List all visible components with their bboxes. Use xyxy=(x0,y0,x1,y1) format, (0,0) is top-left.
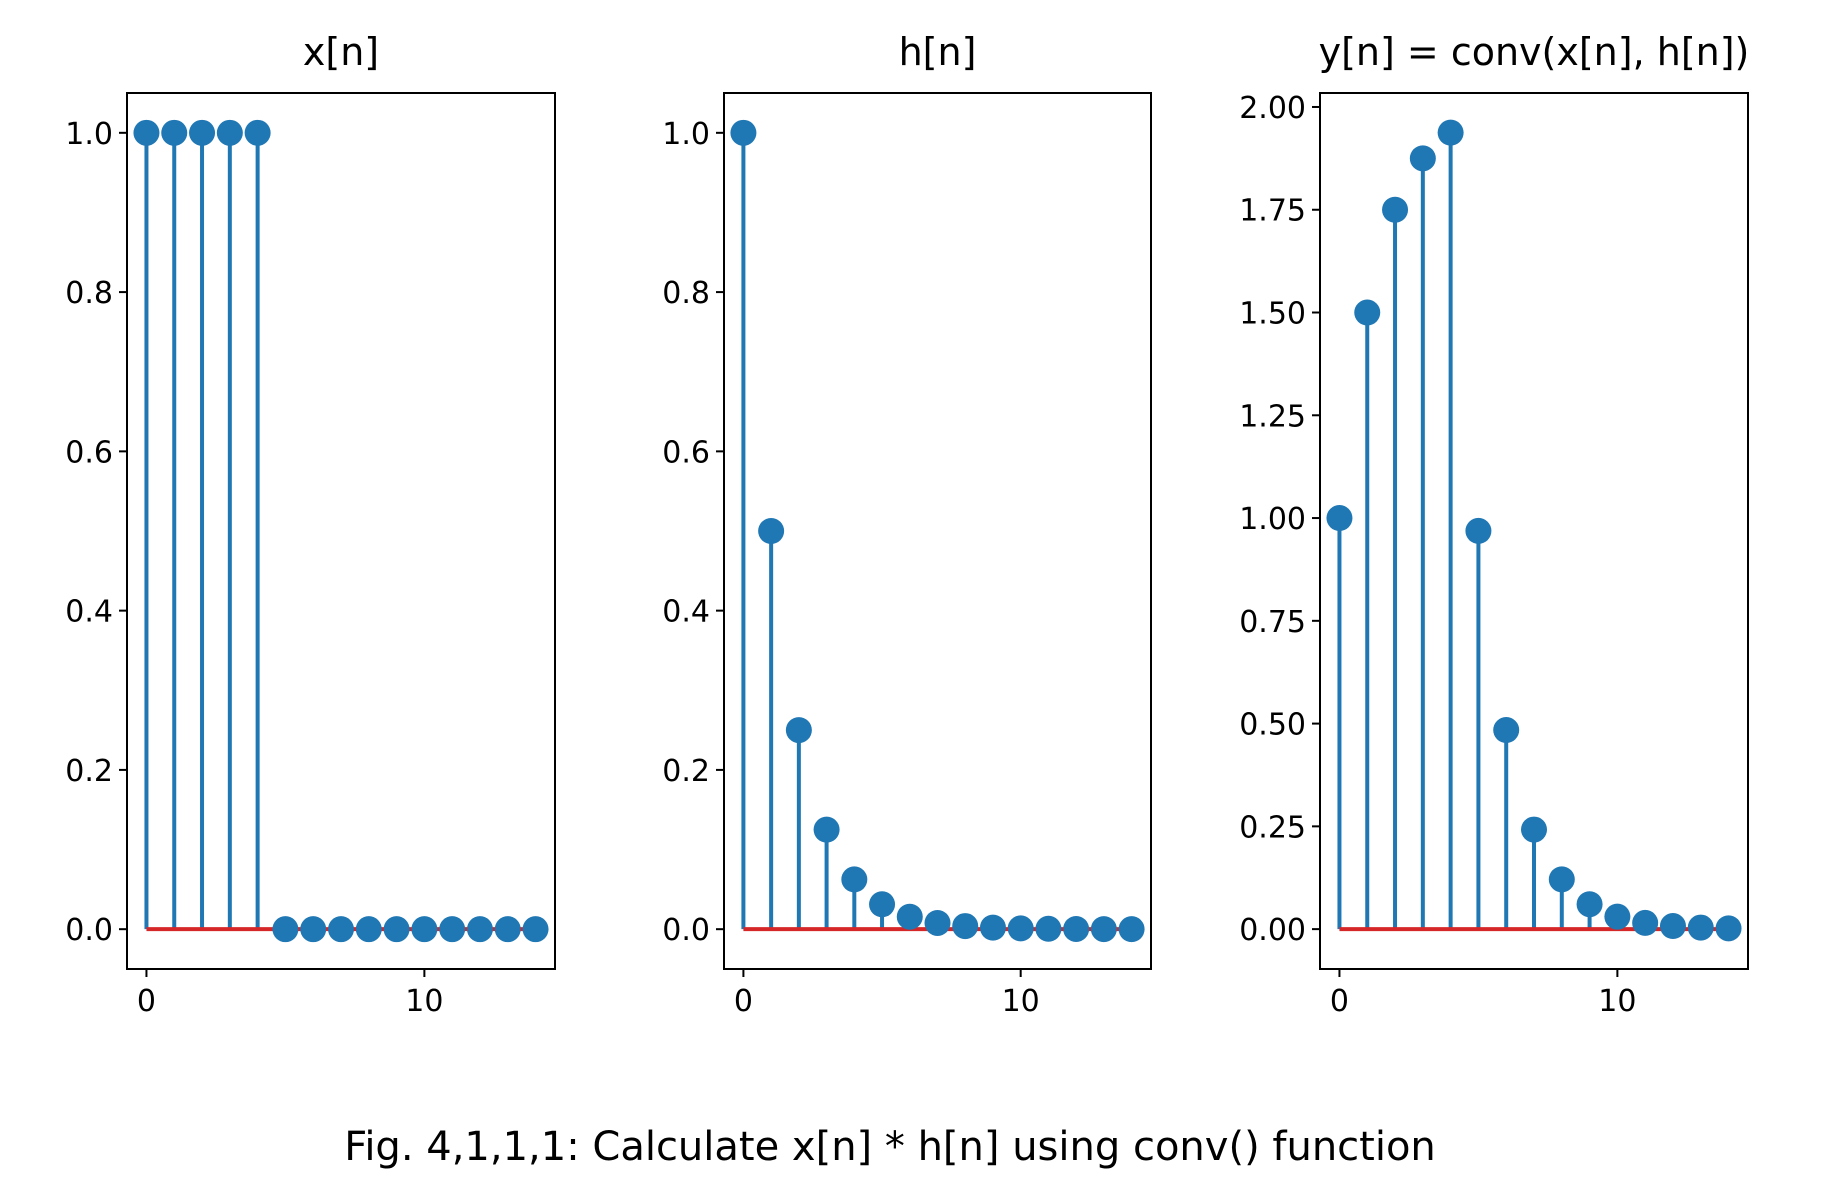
panel-title: y[n] = conv(x[n], h[n]) xyxy=(1319,30,1750,74)
stem-marker xyxy=(133,119,160,146)
y-tick-label: 0.6 xyxy=(65,435,113,470)
y-tick-label: 0.8 xyxy=(662,276,710,311)
stem-marker xyxy=(383,916,410,943)
stem-marker xyxy=(1437,119,1464,146)
stem-marker xyxy=(216,119,243,146)
stem-marker xyxy=(896,903,923,930)
y-tick-label: 0.6 xyxy=(662,435,710,470)
y-tick-label: 1.0 xyxy=(65,117,113,152)
panel-2: h[n] 0.0 0.2 0.4 0.6 0.8 1.0 0 10 xyxy=(662,30,1152,1019)
axes-frame xyxy=(723,92,1152,970)
stem-marker xyxy=(730,119,757,146)
stem-marker xyxy=(1604,903,1631,930)
x-tick-label: 10 xyxy=(1002,984,1040,1019)
stem-marker xyxy=(869,891,896,918)
y-tick-label: 0.00 xyxy=(1239,913,1306,948)
stem-marker xyxy=(1715,915,1742,942)
x-tick-label: 0 xyxy=(1330,984,1349,1019)
x-tick-label: 10 xyxy=(405,984,443,1019)
stem-marker xyxy=(494,916,521,943)
y-tick-label: 0.75 xyxy=(1239,605,1306,640)
y-tick-label: 0.50 xyxy=(1239,708,1306,743)
stem-marker xyxy=(189,119,216,146)
axes-frame xyxy=(126,92,556,970)
stem-marker xyxy=(411,916,438,943)
stem-marker xyxy=(785,717,812,744)
stem-marker xyxy=(1063,915,1090,942)
stem-marker xyxy=(1035,915,1062,942)
stem-marker xyxy=(522,916,549,943)
stem-marker xyxy=(1326,505,1353,532)
panel-1: x[n] 0.0 0.2 0.4 0.6 0.8 1.0 0 10 xyxy=(65,30,556,1019)
y-tick-label: 0.0 xyxy=(65,913,113,948)
y-tick-label: 0.4 xyxy=(65,595,113,630)
stem-marker xyxy=(758,518,785,544)
stem-marker xyxy=(466,916,493,943)
y-tick-label: 0.2 xyxy=(65,754,113,789)
stem-marker xyxy=(244,119,271,146)
stem-marker xyxy=(272,916,299,943)
stem-marker xyxy=(355,916,382,943)
stem-marker xyxy=(1687,914,1714,941)
stem-marker xyxy=(924,909,951,936)
stem-marker xyxy=(439,916,466,943)
stem-marker xyxy=(1632,909,1659,936)
stem-marker xyxy=(328,916,354,943)
stem-marker xyxy=(1521,816,1547,843)
stem-marker xyxy=(1354,299,1381,326)
stem-marker xyxy=(300,916,327,943)
x-tick-label: 0 xyxy=(137,984,156,1019)
y-tick-label: 0.0 xyxy=(662,913,710,948)
stem-marker xyxy=(1007,915,1034,942)
stem-marker xyxy=(1548,866,1575,893)
stem-marker xyxy=(813,816,840,843)
stem-marker xyxy=(979,914,1006,941)
panel-title: x[n] xyxy=(303,30,379,74)
y-tick-label: 0.25 xyxy=(1239,810,1306,845)
axes-frame xyxy=(1319,92,1749,970)
stem-marker xyxy=(161,119,188,146)
y-tick-label: 1.75 xyxy=(1239,194,1306,229)
y-tick-label: 0.8 xyxy=(65,276,113,311)
x-tick-label: 10 xyxy=(1598,984,1636,1019)
figure-caption: Fig. 4,1,1,1: Calculate x[n] * h[n] usin… xyxy=(344,1124,1436,1170)
stem-marker xyxy=(1659,913,1686,940)
panel-3: y[n] = conv(x[n], h[n]) 0.00 0.25 0.50 0.75 1… xyxy=(1239,30,1749,1019)
x-tick-label: 0 xyxy=(734,984,753,1019)
stem-marker xyxy=(1409,145,1436,172)
y-tick-label: 1.50 xyxy=(1239,297,1306,332)
stem-marker xyxy=(1090,916,1117,943)
stem-marker xyxy=(952,913,979,940)
y-tick-label: 0.4 xyxy=(662,595,710,630)
stem-marker xyxy=(1118,916,1145,943)
stem-marker xyxy=(1465,517,1492,544)
stem-marker xyxy=(841,866,868,893)
y-tick-label: 2.00 xyxy=(1239,91,1306,126)
stem-marker xyxy=(1493,717,1520,744)
panel-title: h[n] xyxy=(899,30,977,74)
y-tick-label: 0.2 xyxy=(662,754,710,789)
y-tick-label: 1.0 xyxy=(662,117,710,152)
stem-marker xyxy=(1576,891,1603,918)
y-tick-label: 1.00 xyxy=(1239,502,1306,537)
stem-marker xyxy=(1382,196,1409,223)
y-tick-label: 1.25 xyxy=(1239,399,1306,434)
